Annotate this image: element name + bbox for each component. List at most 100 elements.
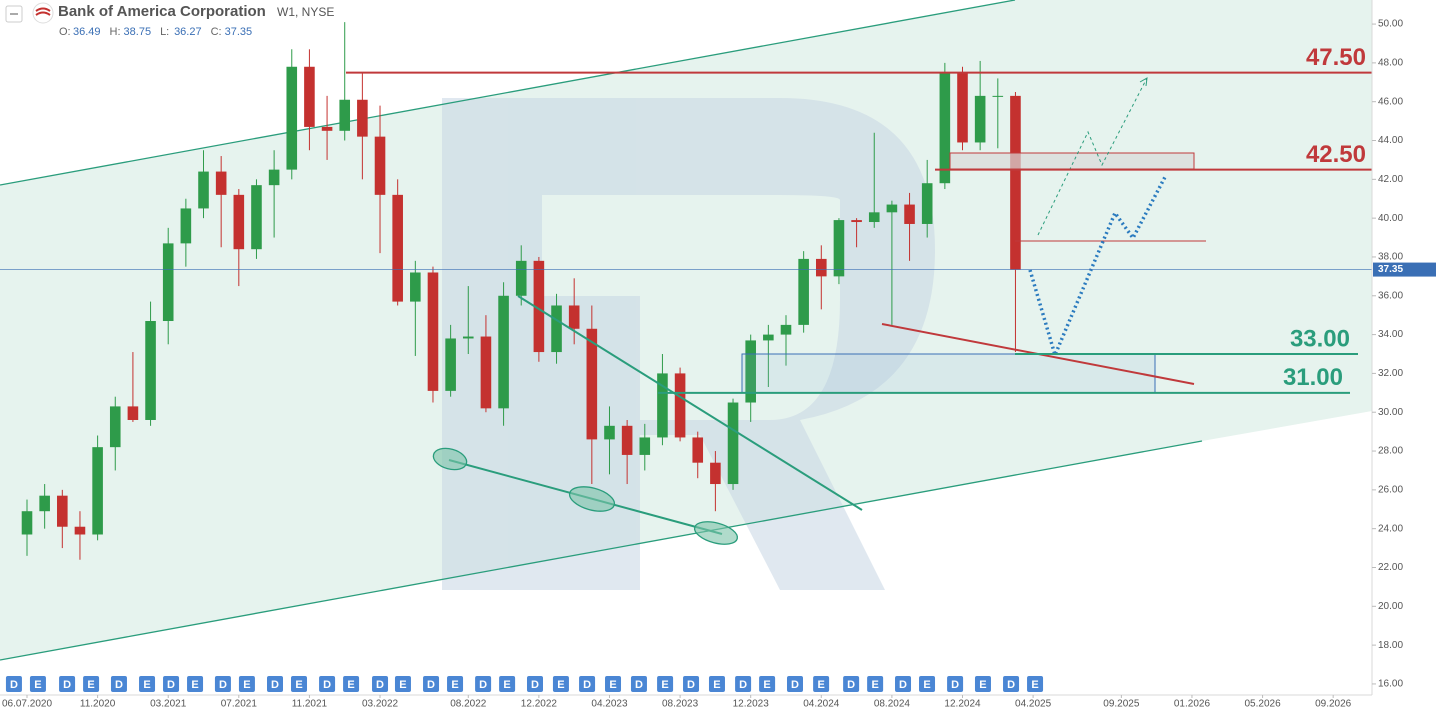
x-tick-label: 03.2022 — [362, 699, 399, 710]
event-label: D — [951, 679, 959, 691]
candle-body — [374, 136, 386, 195]
event-label: E — [243, 679, 250, 691]
event-label: E — [817, 679, 824, 691]
event-badge[interactable] — [683, 676, 700, 692]
event-badge[interactable] — [372, 676, 389, 692]
event-label: D — [167, 679, 175, 691]
event-badge[interactable] — [423, 676, 440, 692]
event-badge[interactable] — [59, 676, 76, 692]
candle-body — [392, 194, 403, 302]
y-tick-label: 36.00 — [1378, 290, 1403, 301]
candle-body — [657, 373, 668, 438]
event-badge[interactable] — [974, 676, 991, 692]
y-tick-label: 20.00 — [1378, 601, 1403, 612]
event-badge[interactable] — [1003, 676, 1020, 692]
event-badge[interactable] — [735, 676, 752, 692]
candle-body — [763, 334, 774, 341]
event-badge[interactable] — [605, 676, 622, 692]
ohlc-label: C: — [211, 26, 222, 38]
title: Bank of America Corporation — [58, 3, 266, 20]
candle-body — [462, 336, 474, 339]
candle-body — [480, 336, 492, 409]
ohlc-value: 36.27 — [174, 26, 202, 38]
event-label: E — [451, 679, 458, 691]
event-badge[interactable] — [867, 676, 884, 692]
forecast-main — [1028, 176, 1167, 361]
event-label: E — [347, 679, 354, 691]
candle-body — [162, 243, 174, 322]
candle-body — [939, 72, 951, 184]
candle-body — [621, 425, 633, 455]
x-tick-label: 12.2022 — [521, 699, 558, 710]
candle-body — [357, 99, 368, 137]
event-badge[interactable] — [139, 676, 156, 692]
event-badge[interactable] — [319, 676, 336, 692]
event-badge[interactable] — [786, 676, 803, 692]
event-badge[interactable] — [5, 676, 22, 692]
y-tick-label: 46.00 — [1378, 96, 1403, 107]
candle-body — [815, 258, 827, 277]
candle-body — [515, 260, 527, 296]
event-badge[interactable] — [110, 676, 127, 692]
time-axis-bg — [0, 695, 1372, 712]
x-tick-label: 11.2020 — [80, 699, 116, 710]
event-badge[interactable] — [813, 676, 830, 692]
event-badge[interactable] — [843, 676, 860, 692]
axes: 16.00 18.00 20.00 22.00 24.00 26.00 28.00 30.00… — [2, 19, 1436, 710]
y-tick-label: 48.00 — [1378, 58, 1403, 69]
ellipse — [432, 447, 468, 471]
event-badge[interactable] — [343, 676, 360, 692]
y-tick-label: 40.00 — [1378, 213, 1403, 224]
event-badge[interactable] — [267, 676, 284, 692]
ohlc-label: O: — [59, 26, 71, 38]
event-badge[interactable] — [708, 676, 725, 692]
event-label: D — [531, 679, 539, 691]
event-badge[interactable] — [630, 676, 647, 692]
candle-body — [727, 402, 739, 485]
event-badge[interactable] — [475, 676, 492, 692]
event-badge[interactable] — [499, 676, 516, 692]
event-label: D — [739, 679, 747, 691]
overlay: 47.50 42.50 33.00 31.00 D E D E D E D E D E D E D E D E D E D E… — [0, 44, 1372, 692]
event-badge[interactable] — [526, 676, 543, 692]
event-badge[interactable] — [552, 676, 569, 692]
event-badge[interactable] — [759, 676, 776, 692]
event-badge[interactable] — [214, 676, 231, 692]
event-badge[interactable] — [447, 676, 464, 692]
event-badge[interactable] — [947, 676, 964, 692]
event-badge[interactable] — [291, 676, 308, 692]
candle-body — [39, 495, 50, 512]
y-tick-label: 28.00 — [1378, 446, 1403, 457]
x-tick-label: 11.2021 — [292, 699, 328, 710]
event-badge[interactable] — [1027, 676, 1044, 692]
event-label: D — [899, 679, 907, 691]
x-tick-label: 04.2024 — [803, 699, 840, 710]
event-badge[interactable] — [187, 676, 204, 692]
candle-body — [339, 99, 351, 131]
y-tick-label: 34.00 — [1378, 329, 1403, 340]
event-badge[interactable] — [919, 676, 936, 692]
candle-body — [833, 220, 845, 277]
level-label: 47.50 — [1306, 44, 1366, 71]
price-axis-bg — [1372, 0, 1436, 712]
event-badge[interactable] — [895, 676, 912, 692]
event-badge[interactable] — [579, 676, 596, 692]
candle-body — [74, 526, 86, 535]
event-badge[interactable] — [657, 676, 674, 692]
y-tick-label: 24.00 — [1378, 523, 1403, 534]
event-badge[interactable] — [29, 676, 46, 692]
event-badge[interactable] — [83, 676, 100, 692]
candle-body — [692, 437, 704, 463]
y-tick-label: 44.00 — [1378, 135, 1403, 146]
event-badge[interactable] — [238, 676, 255, 692]
candle-body — [109, 406, 121, 448]
candle-body — [145, 321, 156, 420]
candle-body — [904, 204, 915, 224]
event-badge[interactable] — [394, 676, 411, 692]
event-label: E — [713, 679, 720, 691]
ohlc-value: 38.75 — [124, 26, 152, 38]
watermark-bar — [442, 98, 542, 590]
event-badge[interactable] — [163, 676, 180, 692]
x-tick-label: 06.07.2020 — [2, 699, 52, 710]
